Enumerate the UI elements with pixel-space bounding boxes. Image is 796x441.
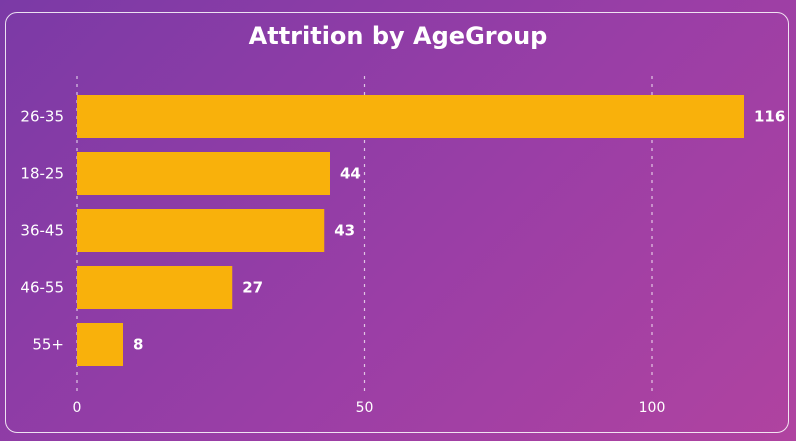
x-tick-label-50: 50 [356,400,374,416]
bar-36-45 [77,209,325,252]
value-label-55+: 8 [133,336,143,354]
value-label-18-25: 44 [340,165,361,183]
value-label-36-45: 43 [334,222,355,240]
bar-26-35 [77,95,744,138]
category-label-26-35: 26-35 [20,108,64,126]
x-tick-label-100: 100 [639,400,666,416]
chart-panel [5,12,789,433]
bar-46-55 [77,266,233,309]
category-label-46-55: 46-55 [20,279,64,297]
category-label-36-45: 36-45 [20,222,64,240]
x-tick-label-0: 0 [73,400,82,416]
category-label-55+: 55+ [32,336,64,354]
category-label-18-25: 18-25 [20,165,64,183]
bar-55+ [77,323,123,366]
value-label-26-35: 116 [754,108,785,126]
value-label-46-55: 27 [242,279,263,297]
bar-18-25 [77,152,330,195]
chart-title: Attrition by AgeGroup [248,22,548,50]
